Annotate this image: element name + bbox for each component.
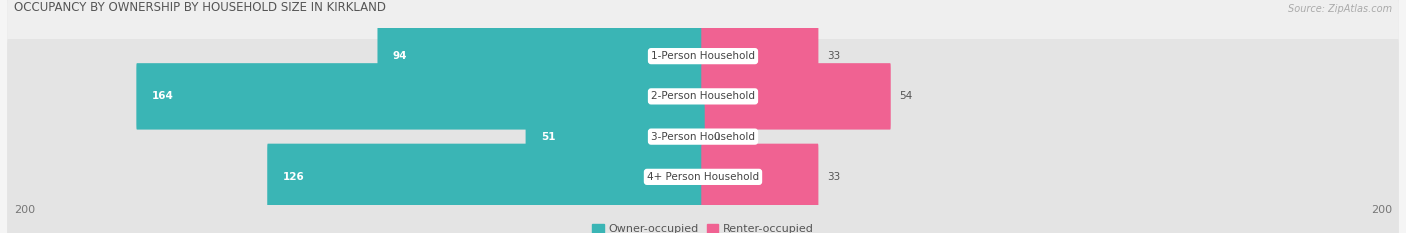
- Text: 54: 54: [900, 91, 912, 101]
- FancyBboxPatch shape: [7, 0, 1399, 194]
- FancyBboxPatch shape: [7, 0, 1399, 233]
- Text: 4+ Person Household: 4+ Person Household: [647, 172, 759, 182]
- FancyBboxPatch shape: [7, 0, 1399, 233]
- Text: 33: 33: [827, 172, 841, 182]
- FancyBboxPatch shape: [526, 103, 704, 170]
- Text: 164: 164: [152, 91, 174, 101]
- Text: 200: 200: [1371, 205, 1392, 215]
- FancyBboxPatch shape: [136, 63, 704, 130]
- Text: 0: 0: [713, 132, 720, 142]
- Text: 3-Person Household: 3-Person Household: [651, 132, 755, 142]
- FancyBboxPatch shape: [267, 144, 704, 210]
- Text: 51: 51: [541, 132, 555, 142]
- Text: 126: 126: [283, 172, 305, 182]
- Text: 33: 33: [827, 51, 841, 61]
- Legend: Owner-occupied, Renter-occupied: Owner-occupied, Renter-occupied: [588, 219, 818, 233]
- Text: 200: 200: [14, 205, 35, 215]
- FancyBboxPatch shape: [702, 144, 818, 210]
- Text: Source: ZipAtlas.com: Source: ZipAtlas.com: [1288, 4, 1392, 14]
- FancyBboxPatch shape: [377, 23, 704, 89]
- Text: 94: 94: [392, 51, 408, 61]
- Text: 2-Person Household: 2-Person Household: [651, 91, 755, 101]
- FancyBboxPatch shape: [702, 23, 818, 89]
- FancyBboxPatch shape: [7, 39, 1399, 233]
- FancyBboxPatch shape: [702, 63, 891, 130]
- Text: OCCUPANCY BY OWNERSHIP BY HOUSEHOLD SIZE IN KIRKLAND: OCCUPANCY BY OWNERSHIP BY HOUSEHOLD SIZE…: [14, 1, 387, 14]
- Text: 1-Person Household: 1-Person Household: [651, 51, 755, 61]
